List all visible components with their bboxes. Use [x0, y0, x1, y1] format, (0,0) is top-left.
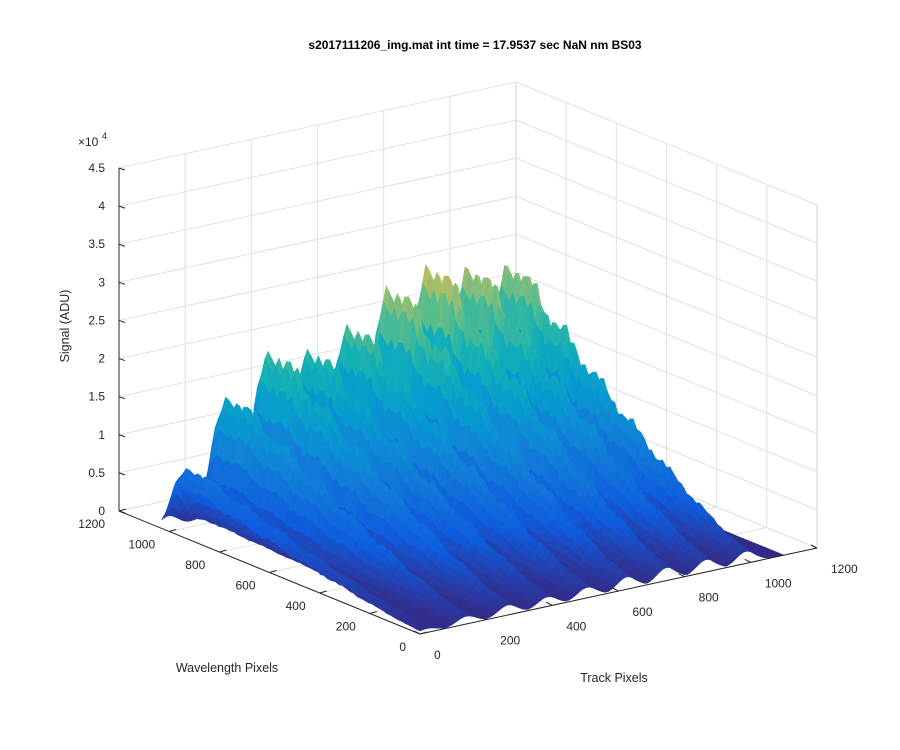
grid-line: [118, 81, 818, 206]
surface-layer: [161, 264, 785, 632]
grid-line: [118, 157, 818, 282]
grid-line: [118, 119, 818, 244]
